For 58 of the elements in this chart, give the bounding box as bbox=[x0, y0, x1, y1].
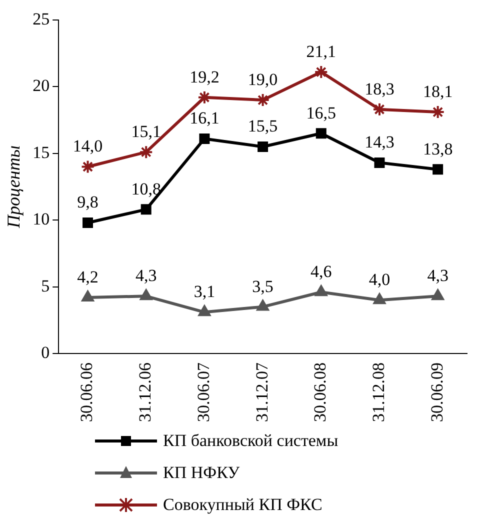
data-label: 16,1 bbox=[190, 108, 220, 128]
x-tick-label: 30.06.06 bbox=[77, 362, 96, 422]
legend-label: КП банковской системы bbox=[163, 431, 338, 451]
point bbox=[314, 285, 328, 296]
data-label: 14,3 bbox=[364, 132, 394, 152]
point bbox=[198, 305, 211, 316]
data-label: 4,0 bbox=[368, 270, 390, 290]
point bbox=[373, 293, 386, 304]
point bbox=[430, 105, 445, 120]
y-tick-label: 15 bbox=[32, 142, 50, 162]
data-label: 9,8 bbox=[77, 192, 98, 212]
y-tick-label: 20 bbox=[32, 76, 50, 96]
data-label: 14,0 bbox=[72, 136, 103, 156]
point bbox=[316, 128, 326, 139]
y-tick-label: 0 bbox=[41, 342, 50, 362]
point bbox=[199, 133, 210, 144]
point bbox=[80, 160, 95, 174]
data-label: 4,3 bbox=[427, 266, 448, 286]
x-tick-label: 30.06.07 bbox=[194, 362, 213, 422]
data-label: 4,6 bbox=[310, 262, 332, 282]
legend-label: КП НФКУ bbox=[163, 463, 240, 483]
data-label: 3,5 bbox=[252, 276, 274, 296]
x-tick-label: 31.12.07 bbox=[252, 362, 272, 422]
point bbox=[140, 289, 152, 300]
point bbox=[256, 93, 270, 108]
point bbox=[139, 145, 154, 160]
y-tick-label: 25 bbox=[32, 9, 50, 28]
data-label: 19,2 bbox=[190, 67, 220, 86]
point bbox=[197, 90, 212, 104]
data-label: 4,2 bbox=[77, 267, 98, 286]
x-tick-label: 30.06.09 bbox=[427, 362, 446, 422]
point bbox=[82, 290, 94, 302]
point bbox=[432, 164, 444, 175]
y-tick-label: 5 bbox=[41, 276, 50, 296]
data-label: 19,0 bbox=[248, 70, 278, 90]
data-label: 15,5 bbox=[248, 116, 278, 136]
data-label: 3,1 bbox=[194, 282, 216, 302]
point bbox=[82, 218, 94, 228]
y-tick-label: 10 bbox=[32, 210, 50, 229]
data-label: 13,8 bbox=[422, 139, 453, 158]
data-label: 18,3 bbox=[364, 79, 394, 98]
data-label: 16,5 bbox=[306, 103, 336, 122]
y-axis-title: Проценты bbox=[4, 145, 24, 230]
data-label: 21,1 bbox=[306, 42, 336, 61]
x-tick-label: 31.12.06 bbox=[136, 362, 155, 422]
point bbox=[314, 65, 328, 80]
point bbox=[140, 204, 152, 215]
point bbox=[372, 102, 386, 116]
x-tick-label: 30.06.08 bbox=[310, 362, 330, 422]
legend-label: Совокупный КП ФКС bbox=[163, 495, 322, 515]
point bbox=[374, 157, 385, 168]
point bbox=[256, 300, 269, 311]
data-label: 4,3 bbox=[135, 266, 157, 286]
point bbox=[258, 141, 268, 152]
data-label: 18,1 bbox=[422, 82, 453, 102]
data-label: 15,1 bbox=[131, 122, 161, 142]
point bbox=[432, 289, 444, 300]
x-tick-label: 31.12.08 bbox=[368, 362, 388, 422]
